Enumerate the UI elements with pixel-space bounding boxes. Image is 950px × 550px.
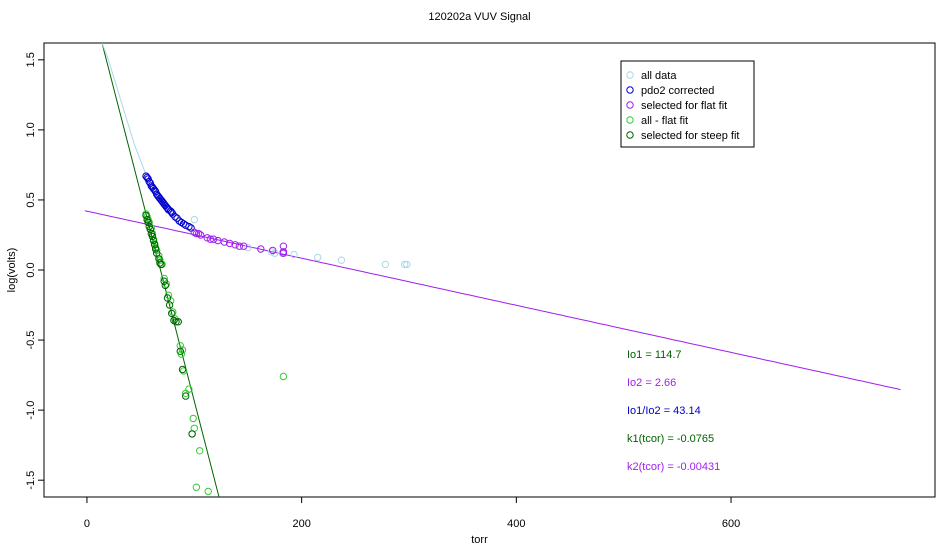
data-point-selected-for-flat-fit — [206, 235, 215, 243]
annotation-text: Io1 = 114.7 — [627, 349, 682, 361]
data-point-selected-for-flat-fit — [220, 238, 229, 246]
legend-label: selected for steep fit — [641, 130, 739, 142]
fit-line-all-data-curve — [101, 43, 147, 175]
data-point-all---flat-fit — [189, 414, 197, 423]
y-tick-label: 1.0 — [25, 122, 37, 137]
data-point-selected-for-steep-fit — [165, 301, 174, 309]
y-tick-label: 0.0 — [25, 262, 37, 277]
data-point-pdo2-corrected — [171, 213, 179, 221]
data-point-all-data — [381, 260, 390, 269]
data-point-all---flat-fit — [176, 342, 185, 350]
data-point-all---flat-fit — [279, 372, 288, 381]
data-point-selected-for-steep-fit — [168, 309, 176, 318]
data-point-selected-for-steep-fit — [144, 218, 152, 227]
plot-area — [84, 43, 901, 497]
data-point-selected-for-steep-fit — [148, 232, 157, 241]
data-point-all---flat-fit — [169, 308, 177, 316]
data-point-selected-for-steep-fit — [151, 245, 160, 253]
data-point-pdo2-corrected — [150, 186, 159, 194]
y-tick-label: -0.5 — [25, 331, 37, 350]
fit-line-steep-fit — [101, 43, 220, 497]
data-point-selected-for-steep-fit — [149, 236, 158, 245]
data-point-all---flat-fit — [192, 483, 201, 491]
legend-marker — [626, 131, 634, 139]
data-point-selected-for-flat-fit — [279, 249, 288, 257]
annotation-text: Io1/Io2 = 43.14 — [627, 405, 701, 417]
data-point-all-data — [290, 250, 298, 259]
data-point-selected-for-flat-fit — [197, 231, 205, 239]
chart-title: 120202a VUV Signal — [428, 11, 530, 23]
legend-marker — [626, 86, 634, 94]
data-point-all---flat-fit — [179, 367, 188, 375]
legend-box — [620, 60, 755, 148]
data-point-selected-for-flat-fit — [194, 229, 203, 238]
legend-marker — [626, 101, 634, 109]
data-point-selected-for-steep-fit — [160, 277, 168, 285]
data-point-selected-for-flat-fit — [231, 241, 239, 249]
data-point-all---flat-fit — [156, 256, 164, 264]
annotation-text: k2(tcor) = -0.00431 — [627, 461, 720, 473]
data-point-all---flat-fit — [185, 385, 193, 393]
data-point-all---flat-fit — [178, 346, 187, 354]
data-point-selected-for-steep-fit — [156, 259, 164, 267]
data-point-selected-for-steep-fit — [161, 281, 170, 290]
data-point-pdo2-corrected — [187, 224, 195, 232]
data-point-pdo2-corrected — [143, 173, 151, 182]
data-point-selected-for-steep-fit — [172, 318, 180, 326]
data-point-all-data — [244, 243, 252, 252]
data-point-selected-for-flat-fit — [257, 245, 265, 253]
data-point-selected-for-steep-fit — [142, 211, 150, 220]
y-tick-label: 0.5 — [25, 192, 37, 207]
data-point-selected-for-steep-fit — [150, 241, 159, 249]
data-point-selected-for-flat-fit — [226, 239, 234, 248]
data-point-selected-for-flat-fit — [235, 242, 244, 250]
legend-label: all data — [641, 70, 677, 82]
data-point-pdo2-corrected — [145, 178, 153, 186]
data-point-all-data — [401, 260, 409, 269]
legend-label: all - flat fit — [641, 115, 688, 127]
data-point-all-data — [190, 215, 199, 224]
data-point-all---flat-fit — [196, 447, 204, 455]
legend-label: selected for flat fit — [641, 100, 727, 112]
data-point-selected-for-flat-fit — [240, 242, 248, 250]
data-point-selected-for-steep-fit — [178, 365, 187, 374]
data-point-selected-for-steep-fit — [182, 392, 190, 400]
data-point-selected-for-steep-fit — [188, 430, 196, 438]
y-tick-label: -1.0 — [25, 401, 37, 420]
data-point-all-data — [314, 253, 322, 262]
x-tick-label: 400 — [507, 518, 525, 530]
data-point-selected-for-steep-fit — [174, 318, 182, 326]
x-tick-label: 600 — [722, 518, 740, 530]
legend-marker — [626, 116, 634, 124]
data-point-all-data — [337, 256, 346, 264]
y-tick-label: -1.5 — [25, 471, 37, 490]
x-axis-label: torr — [471, 534, 488, 546]
data-point-selected-for-steep-fit — [157, 260, 165, 269]
data-point-selected-for-steep-fit — [146, 225, 155, 234]
data-point-selected-for-flat-fit — [190, 228, 199, 236]
data-point-all---flat-fit — [147, 224, 156, 232]
y-axis-label: log(volts) — [6, 248, 18, 293]
data-point-selected-for-steep-fit — [170, 316, 178, 325]
annotation-text: k1(tcor) = -0.0765 — [627, 433, 714, 445]
annotation-text: Io2 = 2.66 — [627, 377, 676, 389]
data-point-selected-for-steep-fit — [163, 294, 172, 302]
data-point-all-data — [403, 260, 411, 269]
data-point-all---flat-fit — [204, 487, 212, 496]
y-tick-label: 1.5 — [25, 52, 37, 67]
legend-marker — [626, 71, 634, 79]
data-point-selected-for-flat-fit — [279, 242, 288, 250]
legend-label: pdo2 corrected — [641, 85, 714, 97]
data-point-selected-for-flat-fit — [209, 235, 218, 243]
plot-frame — [43, 42, 936, 498]
x-tick-label: 200 — [292, 518, 310, 530]
data-point-selected-for-flat-fit — [269, 246, 277, 255]
data-point-pdo2-corrected — [185, 222, 193, 231]
data-point-selected-for-steep-fit — [176, 347, 185, 355]
x-tick-label: 0 — [84, 518, 90, 530]
data-point-selected-for-flat-fit — [192, 229, 201, 238]
